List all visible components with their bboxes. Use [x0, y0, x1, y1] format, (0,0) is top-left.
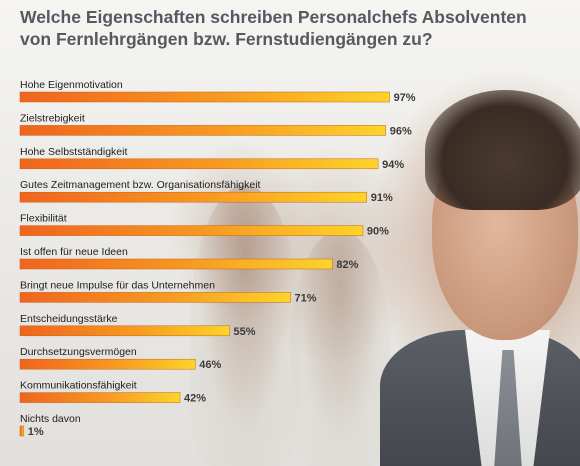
bar	[19, 392, 181, 403]
bar	[19, 425, 25, 437]
bar	[19, 225, 364, 236]
value-label: 55%	[234, 326, 256, 338]
category-label: Kommunikationsfähigkeit	[20, 380, 137, 392]
bar	[19, 191, 367, 203]
value-label: 82%	[336, 259, 358, 271]
category-label: Zielstrebigkeit	[20, 112, 85, 124]
bar	[19, 158, 379, 170]
category-label: Hohe Eigenmotivation	[20, 79, 123, 91]
value-label: 42%	[184, 393, 206, 405]
value-label: 71%	[295, 292, 317, 304]
chart-title: Welche Eigenschaften schreiben Personalc…	[20, 6, 560, 50]
title-line-2: von Fernlehrgängen bzw. Fernstudiengänge…	[20, 29, 433, 49]
value-label: 1%	[28, 426, 44, 438]
value-label: 94%	[382, 159, 404, 171]
bar	[19, 358, 196, 370]
bar	[19, 292, 291, 303]
category-label: Flexibilität	[20, 213, 67, 225]
category-label: Gutes Zeitmanagement bzw. Organisationsf…	[20, 179, 261, 191]
category-label: Bringt neue Impulse für das Unternehmen	[20, 279, 215, 291]
background-person-middle	[290, 230, 390, 466]
value-label: 96%	[390, 125, 412, 137]
bar	[19, 258, 333, 270]
bars-group: Hohe Eigenmotivation 97% Zielstrebigkeit 96…	[19, 79, 416, 438]
value-label: 90%	[367, 226, 389, 238]
bar	[19, 325, 230, 337]
category-label: Nichts davon	[20, 413, 81, 425]
category-label: Entscheidungsstärke	[20, 313, 118, 325]
bar	[19, 91, 390, 103]
category-label: Durchsetzungsvermögen	[20, 346, 137, 358]
value-label: 91%	[371, 192, 393, 204]
bar	[19, 125, 387, 136]
category-label: Ist offen für neue Ideen	[20, 246, 128, 258]
category-label: Hohe Selbstständigkeit	[20, 146, 127, 158]
value-label: 97%	[394, 92, 416, 104]
man-hair	[425, 90, 580, 210]
title-line-1: Welche Eigenschaften schreiben Personalc…	[20, 7, 527, 27]
value-label: 46%	[199, 359, 221, 371]
